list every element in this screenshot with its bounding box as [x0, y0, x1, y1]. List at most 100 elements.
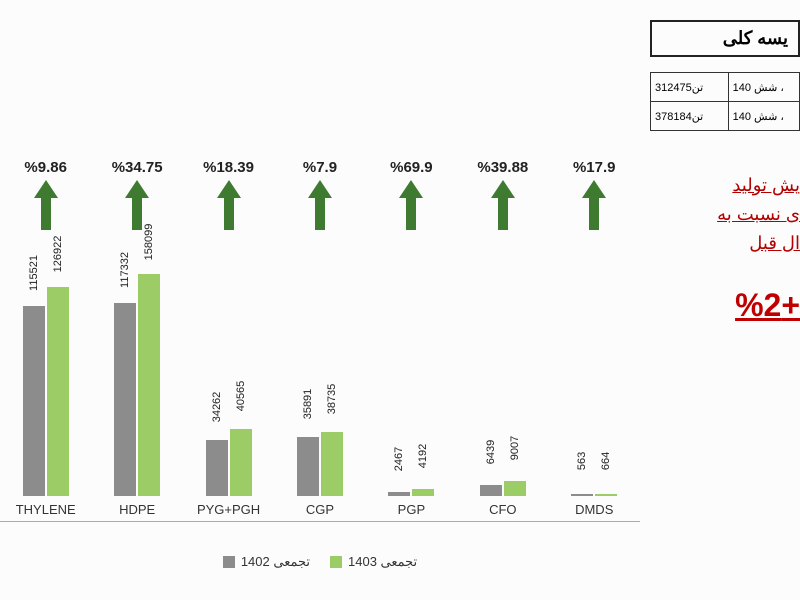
bar-wrap: 115521 [23, 236, 45, 496]
bar-wrap: 4192 [412, 236, 434, 496]
bar [297, 437, 319, 496]
increase-line3: ال قبل [749, 233, 800, 253]
bar [230, 429, 252, 496]
up-arrow-icon [308, 180, 332, 230]
percent-label: %7.9 [303, 159, 337, 176]
bar-value-label: 117332 [118, 263, 132, 277]
bar-wrap: 126922 [47, 236, 69, 496]
bar-pair: 115521 126922 [23, 236, 69, 496]
percent-label: %39.88 [477, 159, 528, 176]
bar-wrap: 158099 [138, 236, 160, 496]
bar-value-label: 158099 [143, 235, 155, 249]
increase-line2: ی نسبت به [717, 204, 800, 224]
bar-wrap: 35891 [297, 236, 319, 496]
bar [138, 274, 160, 496]
bar-value-label: 9007 [508, 441, 522, 455]
bar-wrap: 6439 [480, 236, 502, 496]
x-axis [0, 521, 640, 522]
legend-item-1402: تجمعی 1402 [223, 554, 310, 570]
bar [412, 489, 434, 496]
bar-wrap: 40565 [230, 236, 252, 496]
bar-wrap: 34262 [206, 236, 228, 496]
legend: تجمعی 1402 تجمعی 1403 [0, 554, 640, 570]
bar-pair: 117332 158099 [114, 236, 160, 496]
bar-value-label: 115521 [27, 266, 41, 280]
bar-value-label: 126922 [51, 247, 65, 261]
bar-wrap: 664 [595, 236, 617, 496]
bar-group: %39.88 6439 9007 CFO [459, 159, 547, 520]
up-arrow-icon [125, 180, 149, 230]
bar [595, 494, 617, 496]
category-label: CFO [489, 502, 516, 520]
category-label: PYG+PGH [197, 502, 260, 520]
percent-label: %69.9 [390, 159, 433, 176]
legend-label-1403: تجمعی 1403 [348, 554, 417, 570]
bar-wrap: 117332 [114, 236, 136, 496]
bar-group: %69.9 2467 4192 PGP [367, 159, 455, 520]
overall-percent: +%2 [650, 287, 800, 324]
up-arrow-icon [582, 180, 606, 230]
table-row: تن378184 ، شش 140 [650, 101, 800, 131]
bar [23, 306, 45, 496]
percent-label: %17.9 [573, 159, 616, 176]
table-cell: ، شش 140 [728, 73, 799, 101]
bar-groups-container: %9.86 115521 126922 THYLENE %34.75 117332 1580… [0, 20, 640, 520]
bar-wrap: 38735 [321, 236, 343, 496]
category-label: DMDS [575, 502, 613, 520]
bar-pair: 2467 4192 [388, 236, 434, 496]
percent-label: %34.75 [112, 159, 163, 176]
bar-pair: 35891 38735 [297, 236, 343, 496]
bar-group: %18.39 34262 40565 PYG+PGH [185, 159, 273, 520]
bar-group: %17.9 563 664 DMDS [550, 159, 638, 520]
bar-value-label: 34262 [210, 400, 224, 414]
category-label: CGP [306, 502, 334, 520]
up-arrow-icon [34, 180, 58, 230]
bar-group: %7.9 35891 38735 CGP [276, 159, 364, 520]
category-label: HDPE [119, 502, 155, 520]
table-cell: تن378184 [651, 102, 728, 130]
up-arrow-icon [217, 180, 241, 230]
increase-text: یش تولید ی نسبت به ال قبل [650, 171, 800, 257]
legend-swatch-1402 [223, 556, 235, 568]
bar-group: %9.86 115521 126922 THYLENE [2, 159, 90, 520]
table-row: تن312475 ، شش 140 [650, 72, 800, 102]
percent-label: %9.86 [24, 159, 67, 176]
bar-pair: 563 664 [571, 236, 617, 496]
bar-value-label: 664 [599, 454, 613, 468]
bar-value-label: 38735 [325, 392, 339, 406]
bar-value-label: 35891 [301, 397, 315, 411]
legend-item-1403: تجمعی 1403 [330, 554, 417, 570]
up-arrow-icon [491, 180, 515, 230]
bar [206, 440, 228, 496]
summary-title: یسه کلی [650, 20, 800, 57]
bar [114, 303, 136, 496]
bar-wrap: 563 [571, 236, 593, 496]
summary-table: تن312475 ، شش 140 تن378184 ، شش 140 [650, 73, 800, 131]
bar-value-label: 4192 [416, 449, 430, 463]
bar-wrap: 2467 [388, 236, 410, 496]
bar [321, 432, 343, 496]
bar-value-label: 6439 [484, 445, 498, 459]
bar [47, 287, 69, 496]
bar-value-label: 2467 [392, 452, 406, 466]
bar [571, 494, 593, 496]
bar-value-label: 563 [575, 454, 589, 468]
legend-swatch-1403 [330, 556, 342, 568]
table-cell: ، شش 140 [728, 102, 799, 130]
bar [480, 485, 502, 496]
category-label: THYLENE [16, 502, 76, 520]
up-arrow-icon [399, 180, 423, 230]
category-label: PGP [398, 502, 425, 520]
percent-label: %18.39 [203, 159, 254, 176]
legend-label-1402: تجمعی 1402 [241, 554, 310, 570]
bar-value-label: 40565 [234, 389, 248, 403]
table-cell: تن312475 [651, 73, 728, 101]
bar-pair: 34262 40565 [206, 236, 252, 496]
chart-area: %9.86 115521 126922 THYLENE %34.75 117332 1580… [0, 20, 640, 580]
bar-group: %34.75 117332 158099 HDPE [93, 159, 181, 520]
bar [388, 492, 410, 496]
increase-line1: یش تولید [732, 175, 800, 195]
bar [504, 481, 526, 496]
bar-wrap: 9007 [504, 236, 526, 496]
side-panel: یسه کلی تن312475 ، شش 140 تن378184 ، شش … [640, 20, 800, 580]
